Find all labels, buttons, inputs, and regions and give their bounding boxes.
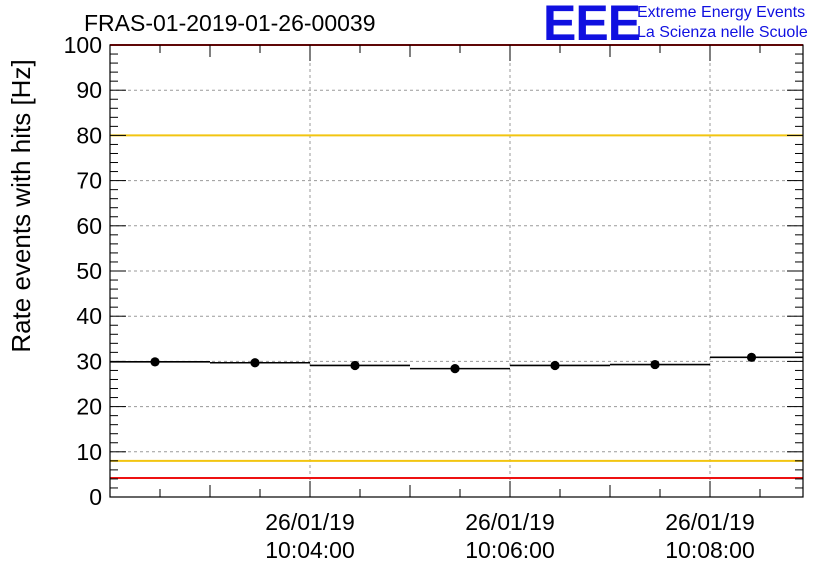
- logo-line-2: La Scienza nelle Scuole: [637, 24, 808, 41]
- y-tick-label: 90: [76, 77, 102, 103]
- data-point: [250, 358, 260, 368]
- y-tick-label: 10: [76, 439, 102, 465]
- y-tick-label: 80: [76, 122, 102, 148]
- reference-lines: [110, 44, 803, 480]
- chart-title: FRAS-01-2019-01-26-00039: [84, 10, 376, 36]
- y-axis-label: Rate events with hits [Hz]: [6, 59, 36, 352]
- x-tick-label-date: 26/01/19: [665, 509, 755, 535]
- y-tick-label: 60: [76, 213, 102, 239]
- y-tick-label: 70: [76, 168, 102, 194]
- y-tick-label: 30: [76, 348, 102, 374]
- data-point: [450, 364, 460, 374]
- data-point: [150, 357, 160, 367]
- x-tick-label-date: 26/01/19: [465, 509, 555, 535]
- x-tick-label-time: 10:06:00: [465, 537, 555, 563]
- y-tick-label: 0: [89, 484, 102, 510]
- y-tick-label: 40: [76, 303, 102, 329]
- data-point: [550, 360, 560, 371]
- plot-frame: [109, 44, 804, 498]
- x-tick-label-time: 10:04:00: [265, 537, 355, 563]
- y-tick-labels: 0 10 20 30 40 50 60 70 80 90 100: [64, 32, 102, 510]
- grid-lines: [110, 45, 803, 497]
- data-point: [350, 360, 360, 371]
- y-tick-label: 20: [76, 394, 102, 420]
- x-tick-label-time: 10:08:00: [665, 537, 755, 563]
- logo-line-1: Extreme Energy Events: [637, 4, 806, 21]
- eee-logo: EEE: [543, 0, 641, 51]
- y-tick-label: 50: [76, 258, 102, 284]
- data-point: [650, 359, 660, 370]
- data-point: [746, 352, 757, 362]
- x-tick-label-date: 26/01/19: [265, 509, 355, 535]
- y-tick-label: 100: [64, 32, 102, 58]
- x-tick-labels: 26/01/1910:04:0026/01/1910:06:0026/01/19…: [265, 509, 755, 563]
- data-series: [110, 352, 803, 374]
